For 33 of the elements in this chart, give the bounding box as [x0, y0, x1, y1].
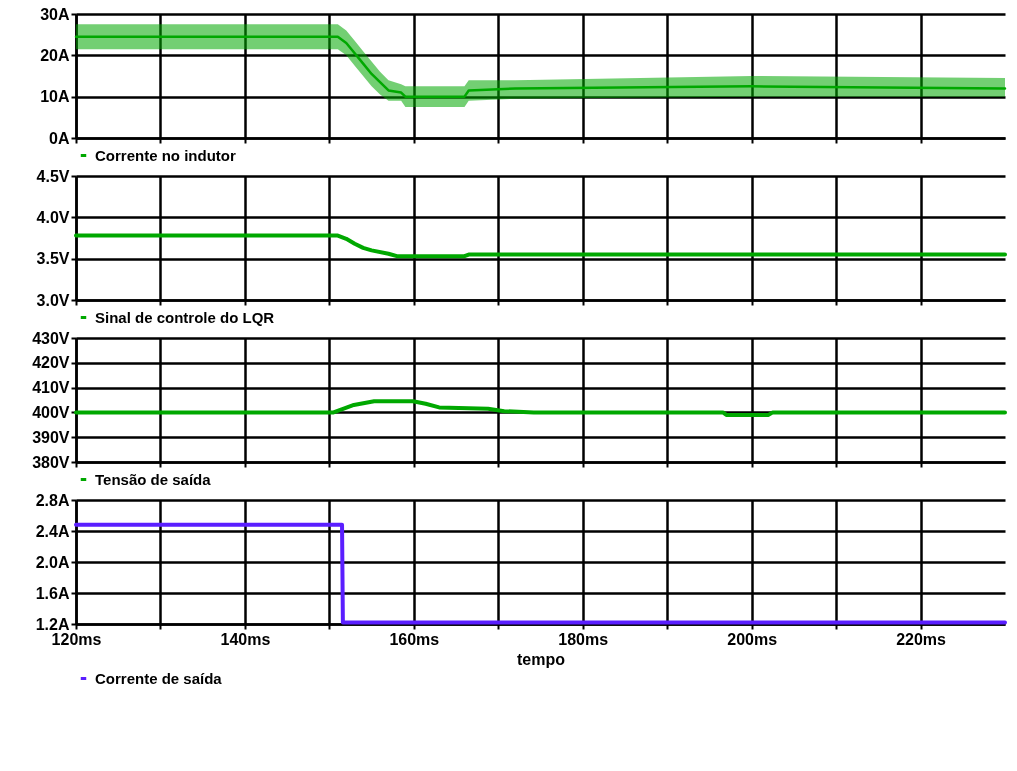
legend-label: Corrente de saída [95, 669, 223, 687]
x-axis-title: tempo [517, 650, 566, 668]
y-tick-label: 430V [32, 329, 70, 347]
y-tick-label: 0A [49, 129, 70, 147]
x-tick-label: 200ms [727, 630, 778, 648]
y-tick-label: 400V [32, 403, 70, 421]
x-tick-label: 160ms [389, 630, 440, 648]
y-tick-label: 4.0V [36, 208, 70, 226]
x-tick-label: 220ms [896, 630, 947, 648]
y-tick-label: 2.0A [35, 553, 70, 571]
x-tick-label: 120ms [51, 630, 102, 648]
y-tick-label: 10A [40, 88, 70, 106]
legend-label: Corrente no indutor [95, 146, 236, 164]
legend-label: Sinal de controle do LQR [95, 308, 275, 326]
y-tick-label: 380V [32, 453, 70, 471]
y-tick-label: 1.2A [35, 615, 70, 633]
line-series [74, 35, 1007, 98]
y-tick-label: 20A [40, 46, 70, 64]
y-tick-label: 30A [40, 5, 70, 23]
y-tick-label: 410V [32, 379, 70, 397]
line-series [74, 233, 1007, 259]
x-tick-label: 180ms [558, 630, 609, 648]
x-tick-label: 140ms [220, 630, 271, 648]
line-series [74, 399, 1007, 417]
y-tick-label: 1.6A [35, 584, 70, 602]
y-tick-label: 420V [32, 354, 70, 372]
legend-label: Tensão de saída [95, 470, 212, 488]
y-tick-label: 3.0V [36, 291, 70, 309]
y-tick-label: 2.8A [35, 491, 70, 509]
y-tick-label: 390V [32, 428, 70, 446]
y-tick-label: 4.5V [36, 167, 70, 185]
y-tick-label: 2.4A [35, 522, 70, 540]
y-tick-label: 3.5V [36, 250, 70, 268]
